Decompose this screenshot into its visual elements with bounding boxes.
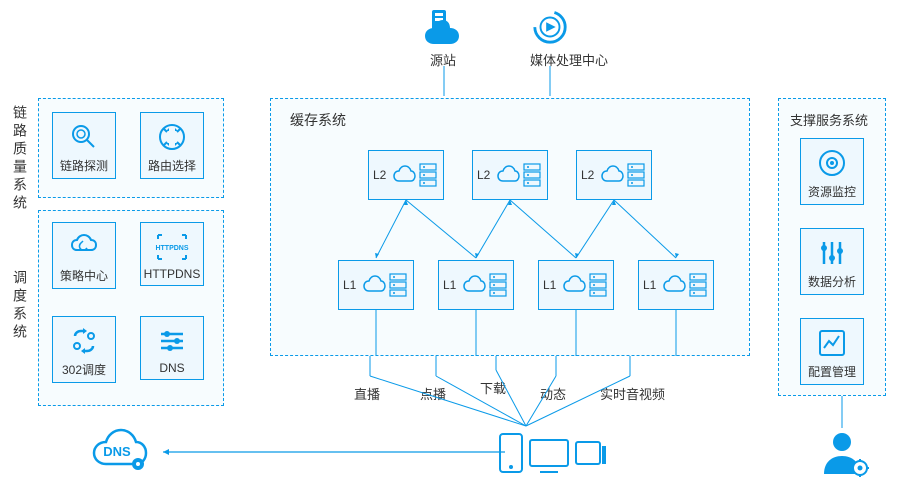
cloud-icon xyxy=(563,275,587,295)
redirect-label: 302调度 xyxy=(53,359,115,382)
server-icon xyxy=(489,273,507,297)
l2-tag: L2 xyxy=(581,168,599,182)
l1-tag: L1 xyxy=(643,278,661,292)
cache-title: 缓存系统 xyxy=(290,110,346,130)
l2-node-2: L2 xyxy=(472,150,548,200)
dns-cloud-icon: DNS xyxy=(90,428,150,474)
support-title: 支撑服务系统 xyxy=(790,110,868,129)
redirect-302-module: 302调度 xyxy=(52,316,116,383)
l1-tag: L1 xyxy=(443,278,461,292)
devices-icon xyxy=(498,432,608,476)
svg-text:HTTPDNS: HTTPDNS xyxy=(155,245,188,252)
dns-cloud: DNS xyxy=(90,428,150,474)
l1-tag: L1 xyxy=(343,278,361,292)
policy-label: 策略中心 xyxy=(53,265,115,288)
dns-arrow xyxy=(155,448,505,456)
sliders-icon xyxy=(817,238,847,268)
cloud-icon xyxy=(497,165,521,185)
l1-node-3: L1 xyxy=(538,260,614,310)
dns-label: DNS xyxy=(141,359,203,379)
cloud-icon xyxy=(463,275,487,295)
analytics-label: 数据分析 xyxy=(801,271,863,294)
route-select-label: 路由选择 xyxy=(141,155,203,178)
link-detect-module: 链路探测 xyxy=(52,112,116,179)
fan-lines xyxy=(340,356,680,432)
httpdns-module: HTTPDNS HTTPDNS xyxy=(140,222,204,286)
link-detect-icon xyxy=(69,122,99,152)
cloud-icon xyxy=(663,275,687,295)
cloud-icon xyxy=(393,165,417,185)
httpdns-label: HTTPDNS xyxy=(141,265,203,285)
link-detect-label: 链路探测 xyxy=(53,155,115,178)
server-icon xyxy=(389,273,407,297)
origin-station: 源站 xyxy=(420,8,466,69)
svg-text:DNS: DNS xyxy=(103,444,131,459)
server-icon xyxy=(689,273,707,297)
policy-center-module: 策略中心 xyxy=(52,222,116,289)
policy-icon xyxy=(69,232,99,262)
top-lines xyxy=(430,66,570,98)
l2-node-1: L2 xyxy=(368,150,444,200)
config-label: 配置管理 xyxy=(801,361,863,384)
monitor-module: 资源监控 xyxy=(800,138,864,205)
l1-down-lines xyxy=(270,310,750,358)
chart-icon xyxy=(817,328,847,358)
mesh-lines xyxy=(270,200,750,260)
l1-node-2: L1 xyxy=(438,260,514,310)
monitor-label: 资源监控 xyxy=(801,181,863,204)
cloud-icon xyxy=(601,165,625,185)
cloud-icon xyxy=(363,275,387,295)
l1-node-4: L1 xyxy=(638,260,714,310)
l2-tag: L2 xyxy=(477,168,495,182)
dns-icon xyxy=(157,326,187,356)
user-gear-icon xyxy=(820,428,870,478)
l1-tag: L1 xyxy=(543,278,561,292)
l2-node-3: L2 xyxy=(576,150,652,200)
route-icon xyxy=(157,122,187,152)
server-icon xyxy=(523,163,541,187)
cloud-server-icon xyxy=(420,8,466,46)
eye-icon xyxy=(816,148,848,178)
quality-title: 链路质量系统 xyxy=(10,105,30,213)
analytics-module: 数据分析 xyxy=(800,228,864,295)
admin-user xyxy=(820,428,870,478)
admin-line xyxy=(838,396,846,428)
l2-tag: L2 xyxy=(373,168,391,182)
config-module: 配置管理 xyxy=(800,318,864,385)
server-icon xyxy=(589,273,607,297)
media-icon xyxy=(530,8,570,46)
server-icon xyxy=(419,163,437,187)
redirect-icon xyxy=(69,326,99,356)
media-center: 媒体处理中心 xyxy=(530,8,608,69)
route-select-module: 路由选择 xyxy=(140,112,204,179)
client-devices xyxy=(498,432,608,476)
httpdns-icon: HTTPDNS xyxy=(155,232,189,262)
schedule-title: 调度系统 xyxy=(10,270,30,342)
server-icon xyxy=(627,163,645,187)
l1-node-1: L1 xyxy=(338,260,414,310)
dns-module: DNS xyxy=(140,316,204,380)
